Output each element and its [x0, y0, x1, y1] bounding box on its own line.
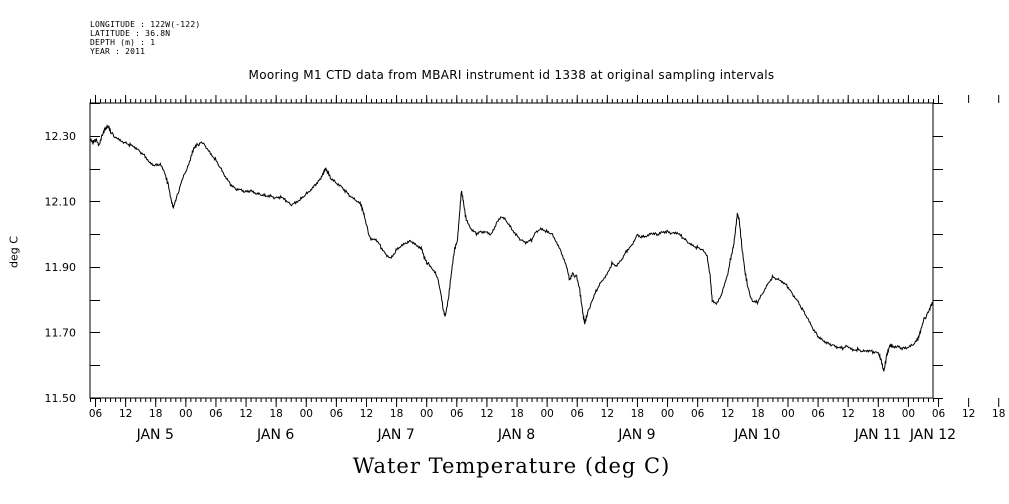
chart-title: Mooring M1 CTD data from MBARI instrumen…	[248, 68, 775, 82]
x-day-label: JAN 6	[256, 427, 294, 443]
x-day-label: JAN 8	[497, 427, 535, 443]
x-hour-tick-label: 06	[932, 408, 946, 420]
x-hour-tick-label: 12	[962, 408, 975, 420]
x-hour-tick-label: 12	[239, 408, 252, 420]
x-day-label: JAN 11	[854, 427, 901, 443]
x-hour-tick-label: 06	[209, 408, 223, 420]
x-hour-tick-label: 06	[571, 408, 585, 420]
y-tick-label: 11.50	[45, 392, 77, 405]
x-hour-tick-label: 12	[842, 408, 855, 420]
x-hour-tick-label: 00	[902, 408, 915, 420]
y-tick-label: 11.70	[45, 326, 77, 339]
x-hour-tick-label: 06	[450, 408, 464, 420]
x-hour-tick-label: 18	[149, 408, 162, 420]
x-hour-tick-label: 06	[811, 408, 825, 420]
plot-frame	[89, 102, 934, 399]
metadata-block: LONGITUDE : 122W(-122) LATITUDE : 36.8N …	[90, 20, 200, 56]
x-hour-tick-label: 12	[119, 408, 132, 420]
x-hour-tick-label: 00	[661, 408, 674, 420]
y-tick-label: 12.10	[45, 195, 77, 208]
x-hour-tick-label: 00	[300, 408, 313, 420]
y-tick-label: 11.90	[45, 261, 77, 274]
x-hour-tick-label: 00	[540, 408, 553, 420]
x-day-label: JAN 10	[733, 427, 780, 443]
year-text: YEAR : 2011	[90, 47, 146, 56]
x-hour-tick-label: 00	[420, 408, 433, 420]
x-hour-tick-label: 06	[330, 408, 344, 420]
y-tick-label: 12.30	[45, 130, 77, 143]
x-day-label: JAN 9	[617, 427, 655, 443]
x-hour-tick-label: 12	[721, 408, 734, 420]
x-hour-tick-label: 18	[992, 408, 1005, 420]
x-day-label: JAN 12	[909, 427, 956, 443]
x-hour-tick-label: 12	[601, 408, 614, 420]
x-hour-tick-label: 18	[751, 408, 764, 420]
x-day-label: JAN 5	[136, 427, 174, 443]
longitude-text: LONGITUDE : 122W(-122)	[90, 20, 201, 29]
x-hour-tick-label: 18	[510, 408, 523, 420]
x-axis-label: Water Temperature (deg C)	[352, 454, 671, 478]
x-hour-tick-label: 12	[360, 408, 373, 420]
x-hour-tick-label: 12	[480, 408, 493, 420]
water-temperature-line	[89, 124, 934, 372]
x-hour-tick-label: 00	[781, 408, 794, 420]
depth-text: DEPTH (m) : 1	[90, 38, 156, 47]
x-hour-tick-label: 18	[631, 408, 644, 420]
latitude-text: LATITUDE : 36.8N	[90, 29, 171, 38]
x-hour-tick-label: 06	[691, 408, 705, 420]
x-hour-tick-label: 18	[269, 408, 282, 420]
x-hour-tick-label: 00	[179, 408, 192, 420]
x-hour-tick-label: 06	[89, 408, 103, 420]
x-hour-tick-label: 18	[390, 408, 403, 420]
x-hour-tick-label: 18	[872, 408, 885, 420]
x-day-label: JAN 7	[376, 427, 414, 443]
